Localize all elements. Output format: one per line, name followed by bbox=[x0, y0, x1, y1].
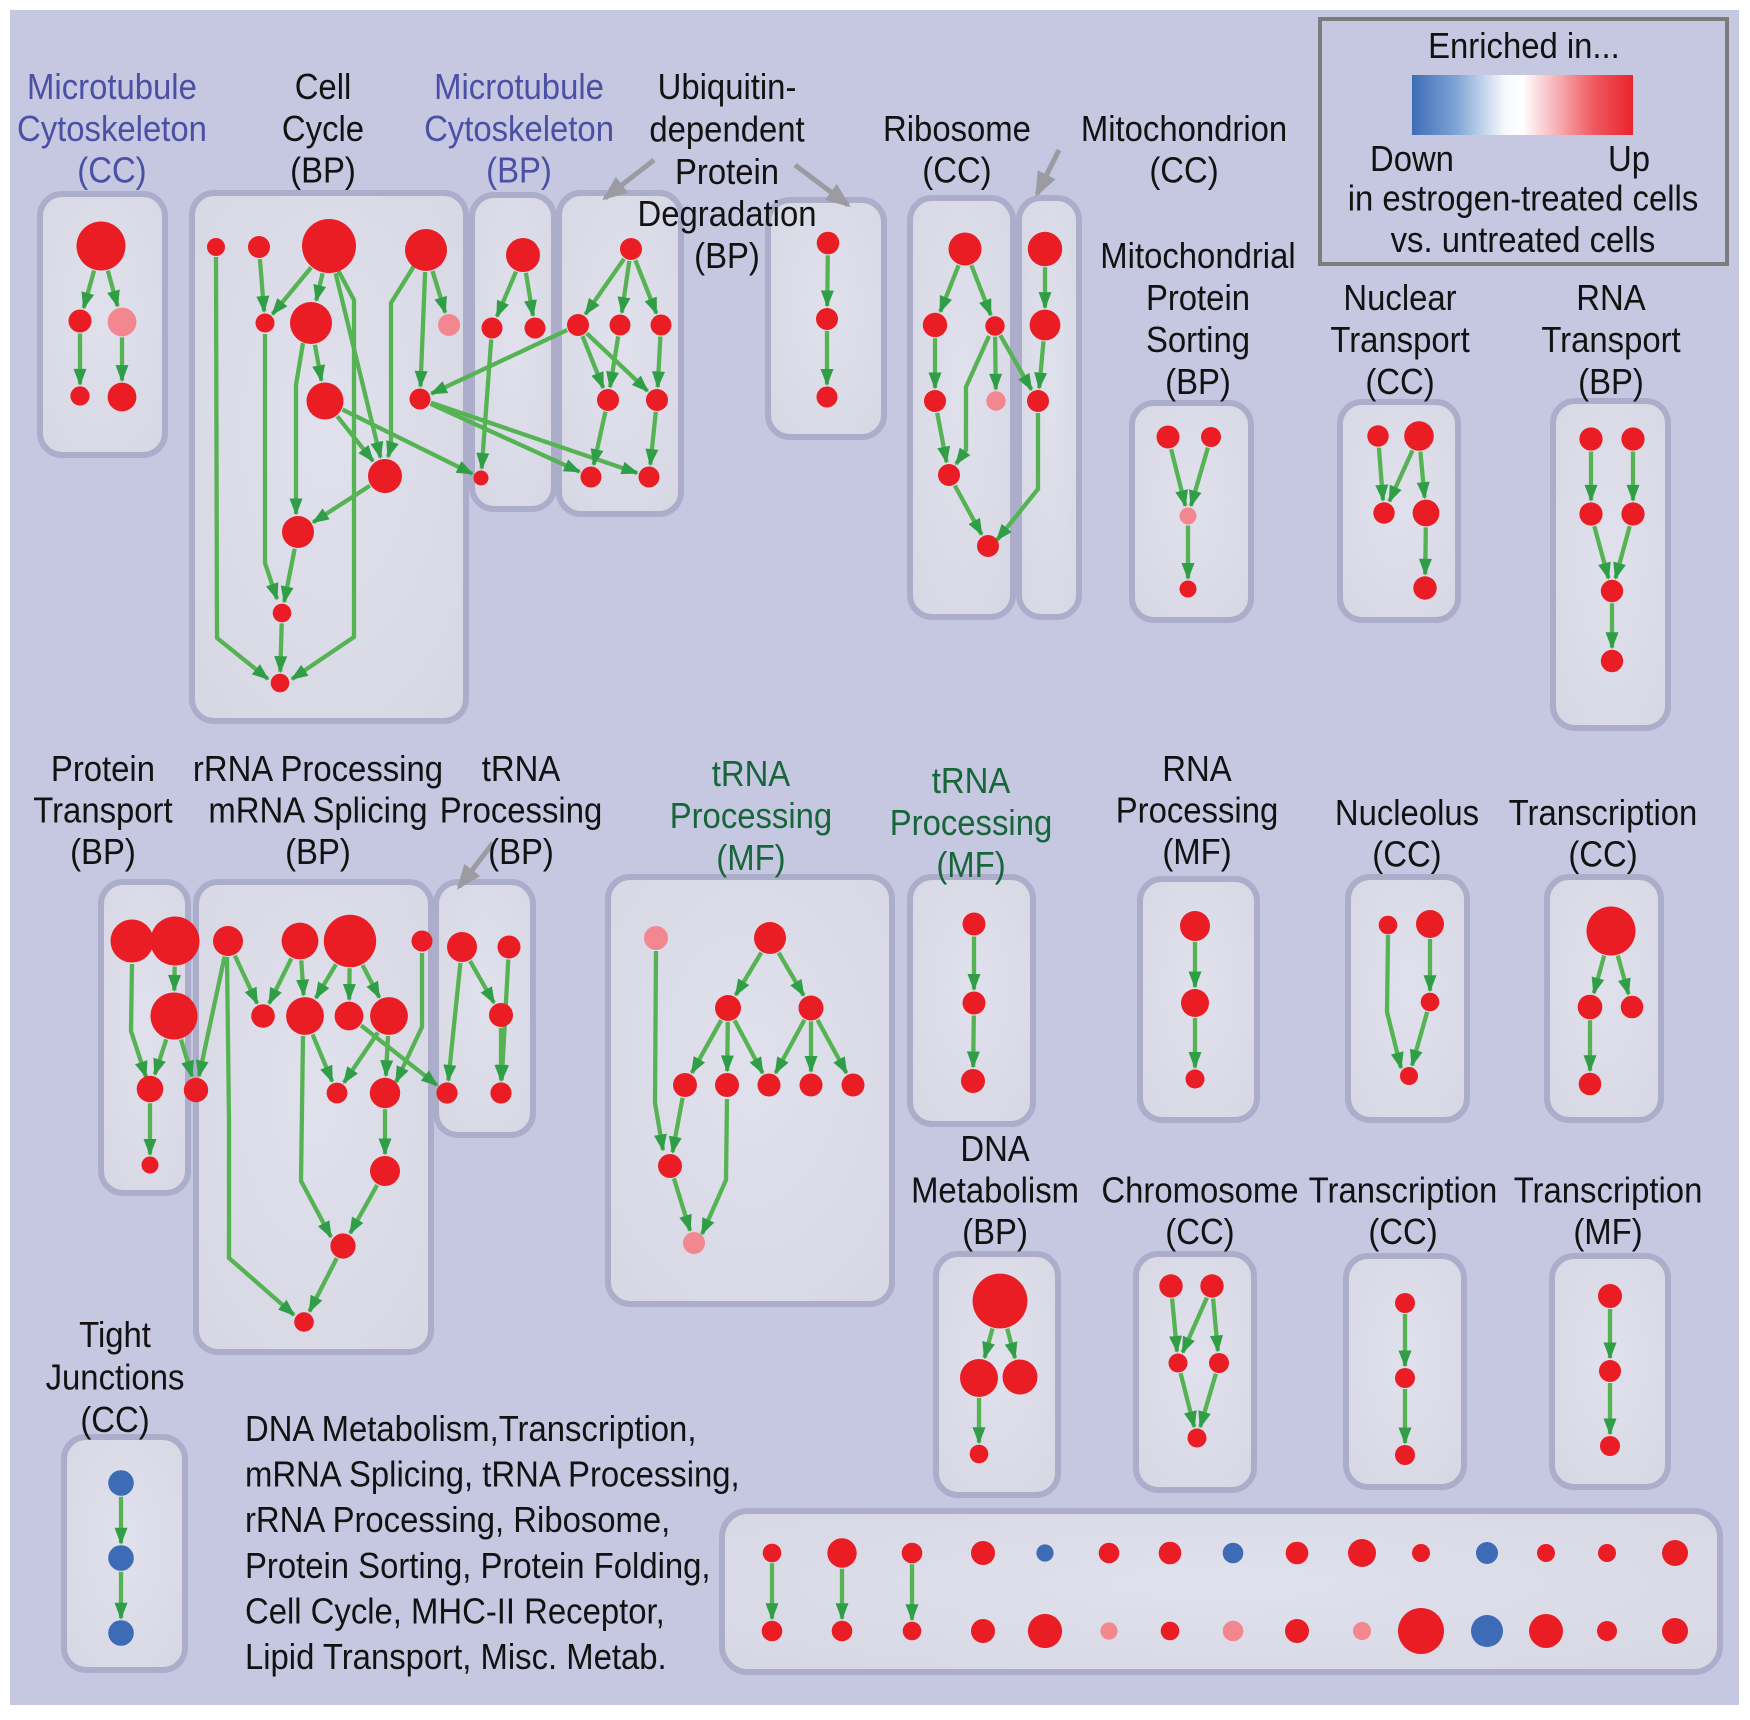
svg-text:Protein: Protein bbox=[51, 749, 155, 789]
svg-text:mRNA Splicing: mRNA Splicing bbox=[208, 791, 427, 831]
svg-text:Microtubule: Microtubule bbox=[434, 67, 604, 107]
svg-text:Protein: Protein bbox=[1146, 278, 1250, 318]
svg-text:Cell: Cell bbox=[295, 67, 352, 107]
svg-text:Cycle: Cycle bbox=[282, 109, 364, 149]
svg-text:tRNA: tRNA bbox=[482, 749, 561, 789]
svg-text:Up: Up bbox=[1608, 139, 1650, 179]
svg-text:Mitochondrial: Mitochondrial bbox=[1100, 236, 1295, 276]
svg-text:(CC): (CC) bbox=[1372, 835, 1441, 875]
svg-text:(BP): (BP) bbox=[962, 1212, 1028, 1252]
svg-text:DNA Metabolism,Transcription,: DNA Metabolism,Transcription, bbox=[245, 1409, 696, 1449]
svg-text:(BP): (BP) bbox=[486, 151, 552, 191]
svg-text:Cytoskeleton: Cytoskeleton bbox=[17, 109, 207, 149]
svg-text:(BP): (BP) bbox=[285, 832, 351, 872]
svg-text:Nuclear: Nuclear bbox=[1343, 278, 1456, 318]
svg-text:Metabolism: Metabolism bbox=[911, 1171, 1079, 1211]
svg-text:Transport: Transport bbox=[33, 791, 173, 831]
svg-text:Junctions: Junctions bbox=[46, 1358, 185, 1398]
svg-text:rRNA Processing: rRNA Processing bbox=[193, 749, 443, 789]
svg-text:dependent: dependent bbox=[649, 110, 805, 150]
svg-text:tRNA: tRNA bbox=[712, 754, 791, 794]
svg-text:(CC): (CC) bbox=[922, 151, 991, 191]
svg-text:Ubiquitin-: Ubiquitin- bbox=[658, 67, 797, 107]
svg-text:Transcription: Transcription bbox=[1514, 1171, 1703, 1211]
svg-text:Processing: Processing bbox=[890, 803, 1052, 843]
svg-text:Chromosome: Chromosome bbox=[1101, 1171, 1298, 1211]
svg-text:Degradation: Degradation bbox=[638, 194, 817, 234]
svg-text:rRNA Processing, Ribosome,: rRNA Processing, Ribosome, bbox=[245, 1501, 670, 1541]
svg-text:(MF): (MF) bbox=[716, 838, 785, 878]
svg-text:(CC): (CC) bbox=[1568, 835, 1637, 875]
svg-text:Protein Sorting, Protein Foldi: Protein Sorting, Protein Folding, bbox=[245, 1546, 711, 1586]
svg-text:(BP): (BP) bbox=[488, 832, 554, 872]
svg-text:Cytoskeleton: Cytoskeleton bbox=[424, 109, 614, 149]
svg-text:Cell Cycle, MHC-II Receptor,: Cell Cycle, MHC-II Receptor, bbox=[245, 1592, 665, 1632]
svg-text:(BP): (BP) bbox=[290, 151, 356, 191]
svg-text:mRNA Splicing, tRNA Processing: mRNA Splicing, tRNA Processing, bbox=[245, 1455, 740, 1495]
svg-text:Transcription: Transcription bbox=[1509, 793, 1698, 833]
svg-text:(CC): (CC) bbox=[1365, 362, 1434, 402]
svg-text:(CC): (CC) bbox=[1165, 1212, 1234, 1252]
svg-text:Lipid Transport, Misc. Metab.: Lipid Transport, Misc. Metab. bbox=[245, 1637, 667, 1677]
svg-text:Processing: Processing bbox=[1116, 791, 1278, 831]
svg-text:(CC): (CC) bbox=[77, 151, 146, 191]
svg-text:(MF): (MF) bbox=[936, 845, 1005, 885]
svg-text:Processing: Processing bbox=[670, 796, 832, 836]
svg-text:Tight: Tight bbox=[79, 1315, 151, 1355]
svg-text:Microtubule: Microtubule bbox=[27, 67, 197, 107]
svg-text:DNA: DNA bbox=[960, 1129, 1030, 1169]
svg-text:Ribosome: Ribosome bbox=[883, 109, 1031, 149]
svg-text:Nucleolus: Nucleolus bbox=[1335, 793, 1479, 833]
svg-text:Transcription: Transcription bbox=[1309, 1171, 1498, 1211]
svg-text:(BP): (BP) bbox=[1165, 362, 1231, 402]
svg-text:Protein: Protein bbox=[675, 152, 779, 192]
svg-text:Mitochondrion: Mitochondrion bbox=[1081, 109, 1287, 149]
svg-text:RNA: RNA bbox=[1576, 278, 1646, 318]
svg-text:(BP): (BP) bbox=[70, 832, 136, 872]
svg-text:(MF): (MF) bbox=[1573, 1212, 1642, 1252]
svg-text:(CC): (CC) bbox=[80, 1400, 149, 1440]
svg-text:(CC): (CC) bbox=[1368, 1212, 1437, 1252]
svg-text:Processing: Processing bbox=[440, 791, 602, 831]
svg-text:(CC): (CC) bbox=[1149, 151, 1218, 191]
svg-text:Transport: Transport bbox=[1541, 320, 1681, 360]
svg-text:tRNA: tRNA bbox=[932, 761, 1011, 801]
svg-text:Enriched in...: Enriched in... bbox=[1428, 26, 1620, 66]
svg-text:vs. untreated cells: vs. untreated cells bbox=[1391, 220, 1656, 260]
svg-text:Transport: Transport bbox=[1330, 320, 1470, 360]
svg-text:(BP): (BP) bbox=[1578, 362, 1644, 402]
svg-text:in estrogen-treated cells: in estrogen-treated cells bbox=[1348, 179, 1699, 219]
svg-text:(MF): (MF) bbox=[1162, 832, 1231, 872]
svg-text:Down: Down bbox=[1370, 139, 1454, 179]
svg-text:Sorting: Sorting bbox=[1146, 320, 1250, 360]
svg-text:(BP): (BP) bbox=[694, 236, 760, 276]
svg-text:RNA: RNA bbox=[1162, 749, 1232, 789]
